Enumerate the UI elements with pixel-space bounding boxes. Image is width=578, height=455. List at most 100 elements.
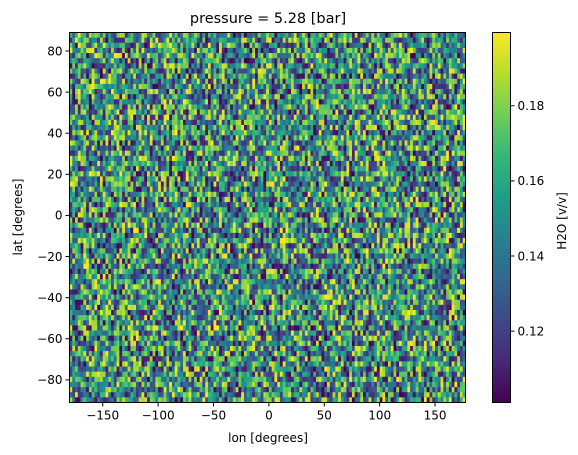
heatmap-cell <box>80 104 84 110</box>
heatmap-cell <box>421 42 425 49</box>
heatmap-cell <box>99 42 104 49</box>
heatmap-cell <box>387 150 392 157</box>
heatmap-cell <box>379 42 383 49</box>
heatmap-cell <box>459 155 464 162</box>
heatmap-cell <box>210 140 214 146</box>
heatmap-cell <box>385 186 389 193</box>
heatmap-cell <box>277 89 281 95</box>
heatmap-cell <box>454 94 458 100</box>
heatmap-cell <box>448 171 452 177</box>
heatmap-cell <box>83 89 87 95</box>
heatmap-cell <box>277 42 281 49</box>
heatmap-cell <box>271 150 275 157</box>
heatmap-cell <box>360 166 364 172</box>
heatmap-cell <box>346 155 350 162</box>
heatmap-cell <box>202 176 206 182</box>
heatmap-cell <box>412 68 416 74</box>
heatmap-cell <box>149 99 153 105</box>
heatmap-cell <box>263 37 267 44</box>
heatmap-cell <box>188 104 192 110</box>
heatmap-cell <box>169 166 173 172</box>
heatmap-cell <box>340 202 344 208</box>
heatmap-cell <box>238 37 242 44</box>
heatmap-cell <box>174 73 178 80</box>
heatmap-cell <box>418 47 422 54</box>
heatmap-cell <box>155 47 159 54</box>
heatmap-cell <box>72 130 76 136</box>
heatmap-cell <box>338 73 342 80</box>
heatmap-cell <box>310 68 314 74</box>
heatmap-cell <box>288 58 292 64</box>
heatmap-cell <box>266 73 270 80</box>
heatmap-cell <box>307 53 311 59</box>
heatmap-cell <box>410 37 414 44</box>
heatmap-cell <box>80 37 84 44</box>
heatmap-cell <box>329 119 333 126</box>
heatmap-cell <box>282 181 286 188</box>
heatmap-cell <box>133 89 137 95</box>
heatmap-cell <box>144 202 148 208</box>
heatmap-cell <box>318 125 322 131</box>
heatmap-cell <box>443 186 447 193</box>
heatmap-cell <box>113 130 117 136</box>
heatmap-cell <box>188 171 192 177</box>
heatmap-cell <box>338 37 342 44</box>
heatmap-cell <box>313 181 317 188</box>
heatmap-cell <box>130 47 134 54</box>
heatmap-cell <box>332 160 336 167</box>
heatmap-cell <box>185 166 189 172</box>
heatmap-cell <box>213 135 217 141</box>
heatmap-cell <box>255 186 259 193</box>
heatmap-cell <box>263 155 267 162</box>
heatmap-cell <box>371 171 375 177</box>
heatmap-cell <box>279 83 284 90</box>
heatmap-cell <box>160 202 164 208</box>
heatmap-cell <box>75 83 79 90</box>
heatmap-cell <box>263 191 267 198</box>
heatmap-cell <box>80 181 84 188</box>
heatmap-cell <box>374 83 378 90</box>
heatmap-cell <box>404 160 408 167</box>
heatmap-cell <box>335 47 339 54</box>
heatmap-cell <box>357 150 361 157</box>
heatmap-cell <box>304 140 308 146</box>
heatmap-cell <box>122 186 126 193</box>
heatmap-cell <box>75 32 79 38</box>
heatmap-cell <box>230 89 234 95</box>
heatmap-cell <box>277 78 281 85</box>
heatmap-cell <box>365 42 369 49</box>
heatmap-cell <box>293 104 297 110</box>
heatmap-cell <box>338 135 342 141</box>
heatmap-cell <box>435 150 439 157</box>
heatmap-cell <box>255 63 259 69</box>
heatmap-cell <box>448 145 452 152</box>
heatmap-cell <box>459 78 464 85</box>
heatmap-cell <box>423 99 428 105</box>
heatmap-cell <box>274 130 278 136</box>
heatmap-cell <box>230 114 234 121</box>
heatmap-cell <box>263 99 267 105</box>
heatmap-cell <box>299 42 303 49</box>
heatmap-cell <box>91 130 95 136</box>
heatmap-cell <box>315 104 320 110</box>
heatmap-cell <box>365 73 369 80</box>
heatmap-cell <box>130 130 134 136</box>
heatmap-cell <box>421 119 425 126</box>
heatmap-cell <box>191 191 195 198</box>
heatmap-cell <box>351 155 356 162</box>
heatmap-cell <box>440 94 444 100</box>
heatmap-cell <box>108 114 112 121</box>
heatmap-cell <box>199 196 203 203</box>
heatmap-cell <box>385 89 389 95</box>
heatmap-cell <box>379 135 383 141</box>
heatmap-cell <box>83 135 87 141</box>
heatmap-cell <box>180 160 184 167</box>
heatmap-cell <box>241 207 245 213</box>
heatmap-cell <box>88 37 92 44</box>
heatmap-cell <box>163 130 167 136</box>
heatmap-cell <box>219 58 223 64</box>
heatmap-cell <box>302 42 306 49</box>
heatmap-cell <box>133 181 137 188</box>
heatmap-cell <box>279 89 284 95</box>
heatmap-cell <box>194 63 198 69</box>
